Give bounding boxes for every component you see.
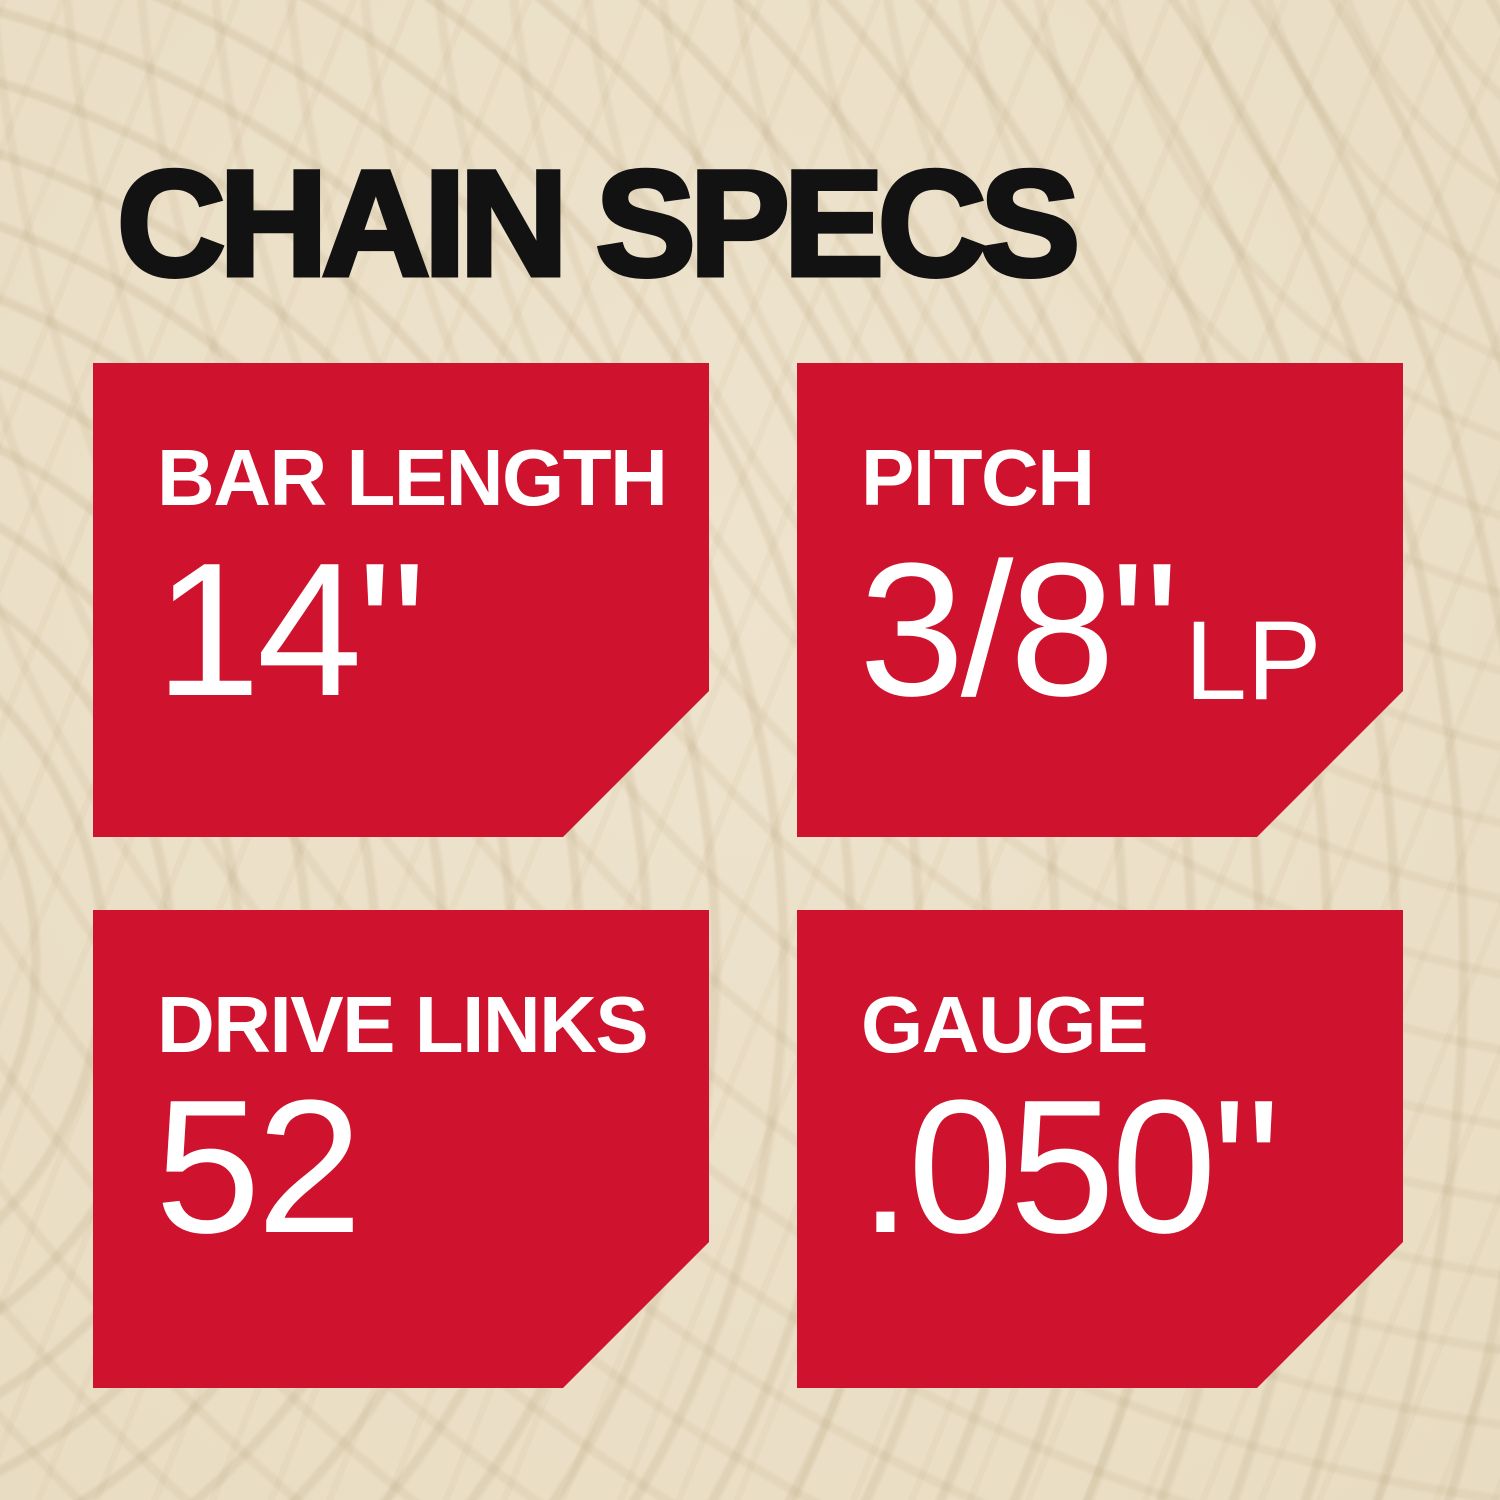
spec-value-drive-links: 52 xyxy=(155,1061,359,1273)
spec-label-bar-length: BAR LENGTH xyxy=(157,433,667,522)
page-title: CHAIN SPECS xyxy=(114,139,1082,307)
spec-value-pitch-lp-suffix: LP xyxy=(1184,598,1322,723)
spec-label-gauge: GAUGE xyxy=(861,980,1147,1069)
spec-value-pitch: 3/8"LP xyxy=(859,535,1322,725)
spec-card-bar-length: BAR LENGTH 14" xyxy=(93,363,709,837)
spec-value-pitch-number: 3/8" xyxy=(859,524,1175,736)
spec-card-pitch: PITCH 3/8"LP xyxy=(797,363,1403,837)
spec-value-bar-length: 14" xyxy=(155,524,422,736)
spec-card-gauge: GAUGE .050" xyxy=(797,910,1403,1388)
spec-label-drive-links: DRIVE LINKS xyxy=(157,980,648,1069)
spec-value-gauge: .050" xyxy=(859,1061,1277,1273)
spec-card-drive-links: DRIVE LINKS 52 xyxy=(93,910,709,1388)
spec-label-pitch: PITCH xyxy=(861,433,1094,522)
